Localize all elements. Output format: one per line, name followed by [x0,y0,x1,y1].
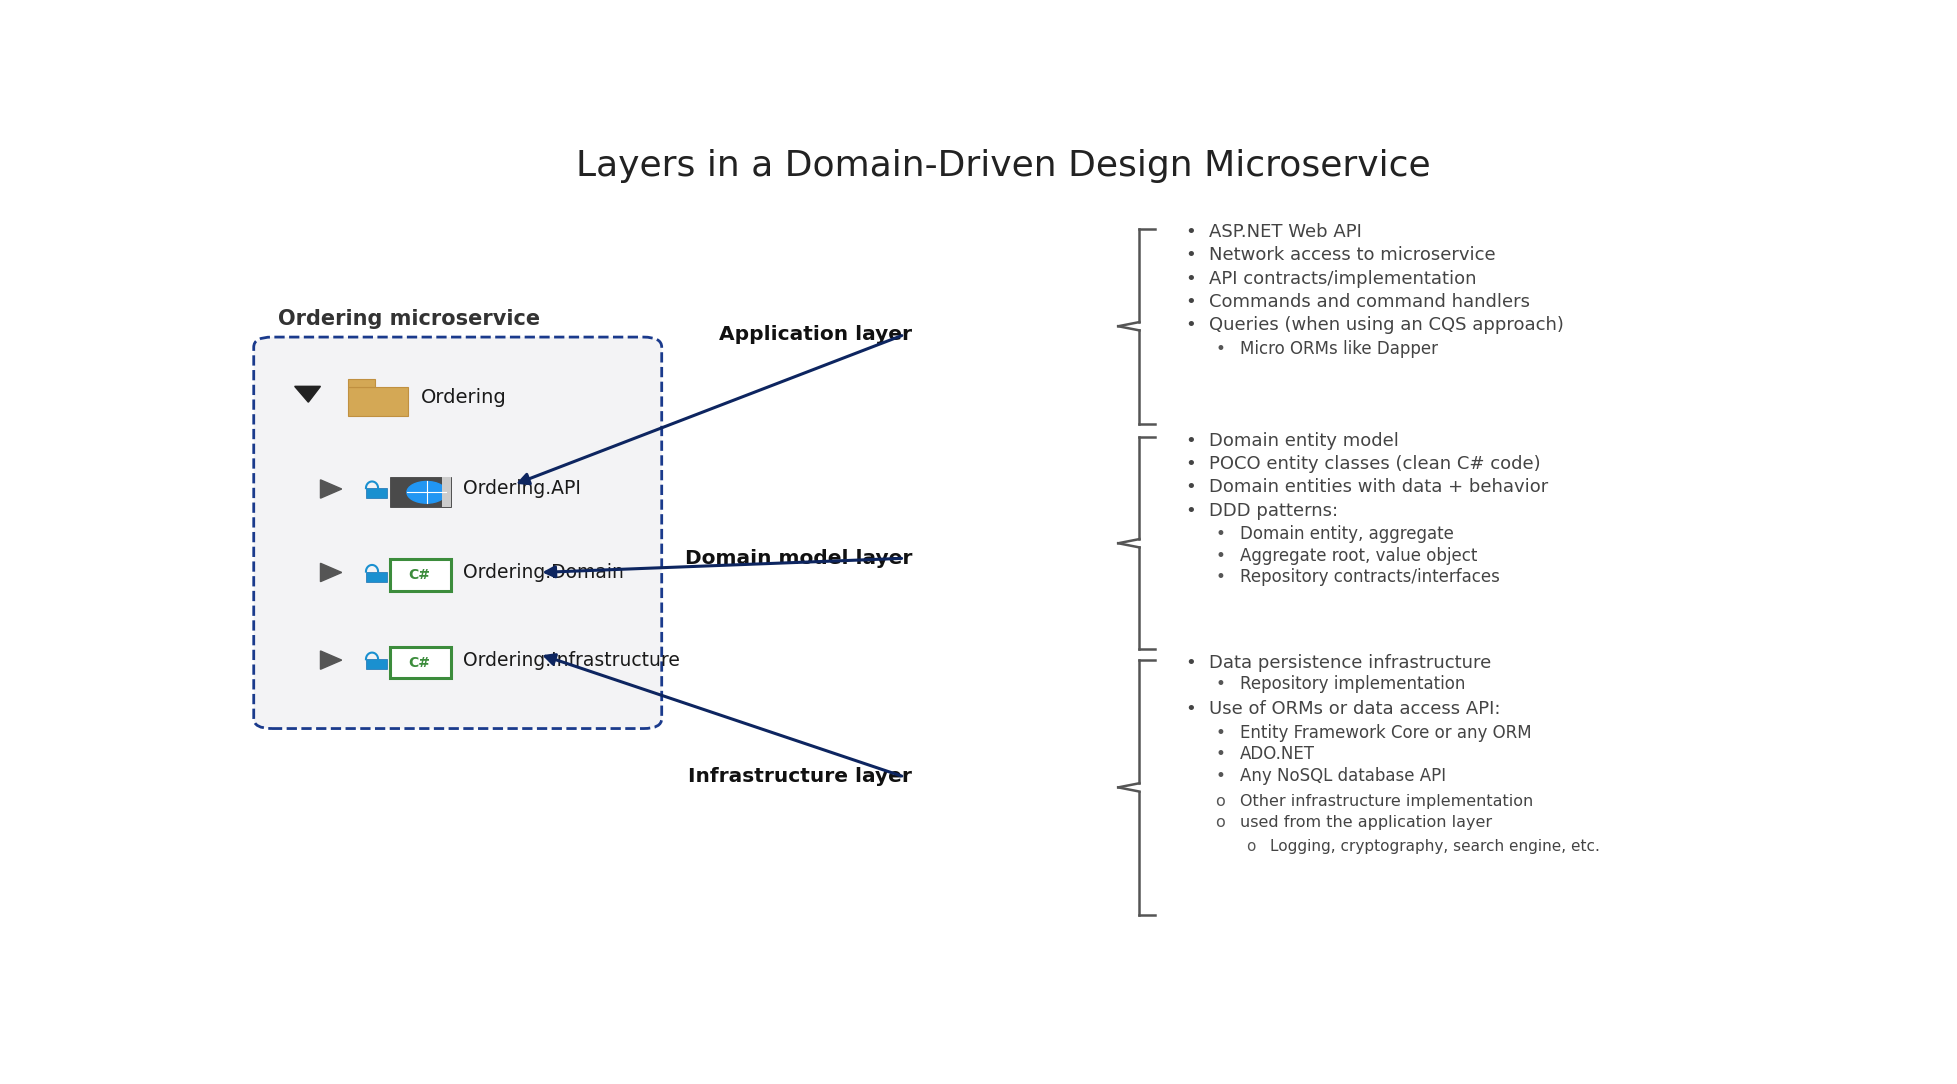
Text: o: o [1247,839,1254,854]
Text: POCO entity classes (clean C# code): POCO entity classes (clean C# code) [1209,455,1540,473]
FancyBboxPatch shape [442,477,450,507]
FancyArrowPatch shape [546,558,902,577]
FancyArrowPatch shape [546,655,902,776]
Text: •: • [1215,746,1225,763]
Text: •: • [1184,654,1196,672]
FancyBboxPatch shape [366,488,387,499]
Text: •: • [1184,478,1196,496]
Text: Repository contracts/interfaces: Repository contracts/interfaces [1239,568,1499,586]
Text: Domain entity model: Domain entity model [1209,431,1399,450]
Text: Commands and command handlers: Commands and command handlers [1209,293,1530,311]
Text: o: o [1215,793,1225,809]
Text: Repository implementation: Repository implementation [1239,675,1466,694]
Text: •: • [1215,767,1225,785]
Polygon shape [321,480,342,499]
Text: Logging, cryptography, search engine, etc.: Logging, cryptography, search engine, et… [1270,839,1599,854]
Text: •: • [1184,502,1196,519]
Text: Network access to microservice: Network access to microservice [1209,246,1495,264]
Text: •: • [1184,223,1196,241]
Text: Any NoSQL database API: Any NoSQL database API [1239,767,1446,785]
Text: •: • [1215,546,1225,565]
Text: Data persistence infrastructure: Data persistence infrastructure [1209,654,1491,672]
Text: Aggregate root, value object: Aggregate root, value object [1239,546,1478,565]
Text: Domain entities with data + behavior: Domain entities with data + behavior [1209,478,1548,496]
Text: •: • [1215,724,1225,741]
Text: Ordering.Infrastructure: Ordering.Infrastructure [464,650,679,670]
Text: •: • [1215,568,1225,586]
Text: C#: C# [409,656,431,670]
Text: ADO.NET: ADO.NET [1239,746,1315,763]
Text: Other infrastructure implementation: Other infrastructure implementation [1239,793,1532,809]
FancyBboxPatch shape [348,387,409,415]
Text: ASP.NET Web API: ASP.NET Web API [1209,223,1362,241]
FancyBboxPatch shape [254,337,661,728]
Text: Ordering microservice: Ordering microservice [278,309,540,328]
Text: Entity Framework Core or any ORM: Entity Framework Core or any ORM [1239,724,1530,741]
Text: •: • [1215,675,1225,694]
FancyBboxPatch shape [366,571,387,582]
FancyBboxPatch shape [389,477,450,507]
Text: •: • [1184,293,1196,311]
FancyBboxPatch shape [348,378,376,387]
FancyBboxPatch shape [389,647,450,679]
Text: •: • [1215,525,1225,543]
Text: Ordering.API: Ordering.API [464,479,581,499]
FancyBboxPatch shape [389,559,450,591]
Text: Micro ORMs like Dapper: Micro ORMs like Dapper [1239,339,1438,358]
FancyBboxPatch shape [366,659,387,669]
Text: •: • [1184,246,1196,264]
Text: •: • [1215,339,1225,358]
Text: •: • [1184,270,1196,287]
Text: Use of ORMs or data access API:: Use of ORMs or data access API: [1209,700,1501,719]
Polygon shape [321,564,342,582]
Text: Queries (when using an CQS approach): Queries (when using an CQS approach) [1209,317,1564,334]
Text: API contracts/implementation: API contracts/implementation [1209,270,1478,287]
Text: Infrastructure layer: Infrastructure layer [689,767,912,787]
Text: Layers in a Domain-Driven Design Microservice: Layers in a Domain-Driven Design Microse… [575,149,1431,183]
Text: o: o [1215,815,1225,830]
Text: Ordering.Domain: Ordering.Domain [464,563,624,582]
FancyArrowPatch shape [519,336,902,483]
Text: Ordering: Ordering [421,388,507,406]
Polygon shape [296,386,321,402]
Text: •: • [1184,317,1196,334]
Text: •: • [1184,700,1196,719]
Text: Domain entity, aggregate: Domain entity, aggregate [1239,525,1454,543]
Circle shape [407,481,446,503]
Polygon shape [321,650,342,669]
Text: DDD patterns:: DDD patterns: [1209,502,1339,519]
Text: Application layer: Application layer [718,325,912,344]
Text: •: • [1184,431,1196,450]
Text: •: • [1184,455,1196,473]
Text: used from the application layer: used from the application layer [1239,815,1491,830]
Text: Domain model layer: Domain model layer [685,549,912,568]
Text: C#: C# [409,568,431,582]
